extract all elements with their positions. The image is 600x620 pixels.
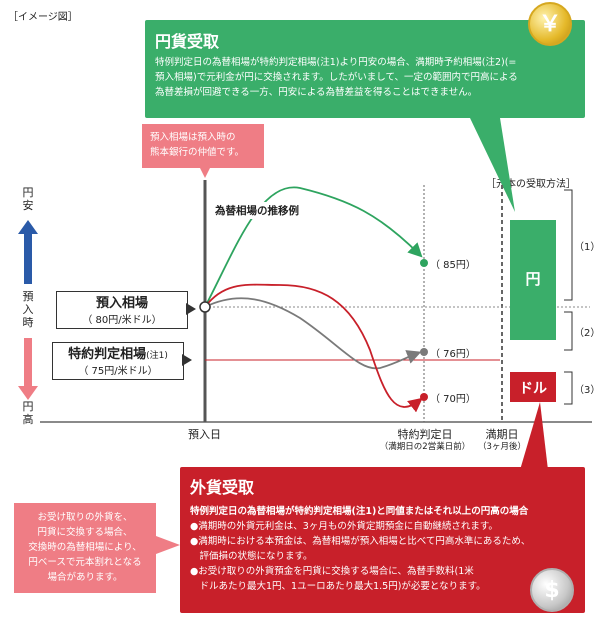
maturity-day-note: （3ヶ月後） <box>478 442 526 452</box>
yen-block-label: 円 <box>525 270 541 288</box>
y-char: 円 <box>22 400 34 413</box>
dollar-coin-icon: $ <box>530 568 574 612</box>
note-line: 円ベースで元本割れとなる <box>28 557 142 568</box>
y-char: 時 <box>22 316 34 329</box>
note-line: 預入相場は預入時の <box>150 132 236 143</box>
judge-day-label: 特約判定日 <box>397 428 453 441</box>
point-70-label: （ 70円） <box>430 394 476 405</box>
bracket-3 <box>564 371 573 405</box>
point-76-label: （ 76円） <box>430 349 476 360</box>
foreign-receipt-line: ●満期時の外貨元利金は、3ヶ月もの外貨定期預金に自動継続されます。 <box>190 521 498 532</box>
point-76 <box>420 348 428 356</box>
bracket-label-1: （1） <box>574 242 600 253</box>
special-rate-value: （ 75円/米ドル） <box>78 366 158 377</box>
bracket-1 <box>564 189 573 301</box>
y-char: 安 <box>22 199 34 212</box>
deposit-rate-box: 預入相場 （ 80円/米ドル） <box>56 291 188 329</box>
special-box-pointer <box>182 354 192 366</box>
y-char: 円 <box>22 186 34 199</box>
red-curve <box>204 283 423 413</box>
start-point <box>199 301 211 313</box>
yen-receipt-title: 円貨受取 <box>155 32 220 51</box>
bracket-2 <box>564 311 573 351</box>
dollar-symbol: $ <box>544 578 560 603</box>
note-line: 熊本銀行の仲値です。 <box>150 147 245 158</box>
deposit-rate-title: 預入相場 <box>95 296 148 311</box>
method-label: ［元本の受取方法］ <box>486 179 576 190</box>
pink-left-pointer <box>156 536 180 554</box>
maturity-day-label: 満期日 <box>485 428 519 441</box>
deposit-rate-value: （ 80円/米ドル） <box>82 315 162 326</box>
yen-symbol: ￥ <box>538 12 561 37</box>
bracket-label-2: （2） <box>574 328 600 339</box>
yen-coin-icon: ￥ <box>528 2 572 46</box>
special-rate-note: (注1) <box>146 351 168 361</box>
foreign-receipt-line: ●お受け取りの外貨預金を円貨に交換する場合に、為替手数料(1米 <box>190 566 474 577</box>
yen-receipt-box: 円貨受取 特例判定日の為替相場が特約判定相場(注1)より円安の場合、満期時予約相… <box>145 20 585 118</box>
special-rate-box: 特約判定相場(注1) （ 75円/米ドル） <box>52 342 184 380</box>
yen-strong-label: 円 高 <box>21 400 35 426</box>
note-line: 交換時の為替相場により、 <box>28 542 142 553</box>
yen-weak-arrow-shaft <box>24 232 32 284</box>
y-char: 入 <box>22 303 34 316</box>
deposit-box-pointer <box>186 303 196 315</box>
y-char: 高 <box>22 413 34 426</box>
yen-block <box>510 220 556 340</box>
foreign-receipt-line: ●満期時における本預金は、為替相場が預入相場と比べて円高水準にあるため、 <box>190 536 531 547</box>
yen-receipt-line: 預入相場)で元利金が円に交換されます。したがいまして、一定の範囲内で円高による <box>155 72 518 83</box>
deposit-time-label: 預 入 時 <box>21 290 35 329</box>
note-line: お受け取りの外貨を、 <box>37 512 133 523</box>
yen-weak-arrow-head <box>18 220 38 234</box>
judge-day-note: （満期日の2営業日前） <box>379 442 471 452</box>
y-char: 預 <box>22 290 34 303</box>
yen-receipt-line: 特例判定日の為替相場が特約判定相場(注1)より円安の場合、満期時予約相場(注2)… <box>155 57 517 68</box>
red-pointer <box>520 402 548 470</box>
foreign-receipt-lead: 特例判定日の為替相場が特約判定相場(注1)と同値またはそれ以上の円高の場合 <box>190 506 529 517</box>
note-line: 円貨に交換する場合、 <box>37 527 133 538</box>
yen-receipt-body: 特例判定日の為替相場が特約判定相場(注1)より円安の場合、満期時予約相場(注2)… <box>155 55 575 100</box>
foreign-receipt-title: 外貨受取 <box>190 478 255 497</box>
chart-title: 為替相場の推移例 <box>213 202 301 219</box>
point-85-label: （ 85円） <box>430 260 476 271</box>
green-pointer <box>470 118 515 212</box>
dollar-block <box>510 372 556 402</box>
foreign-receipt-line: 評価損の状態になります。 <box>190 551 313 562</box>
gray-curve <box>204 297 422 370</box>
yen-strong-arrow-shaft <box>24 338 32 388</box>
special-rate-title-text: 特約判定相場 <box>68 347 147 362</box>
foreign-receipt-line: ドルあたり最大1円、1ユーロあたり最大1.5円)が必要となります。 <box>190 581 486 592</box>
bracket-label-3: （3） <box>574 385 600 396</box>
special-rate-title: 特約判定相場(注1) <box>53 343 183 362</box>
green-curve <box>204 186 423 308</box>
dollar-block-label: ドル <box>519 381 547 397</box>
yen-strong-arrow-head <box>18 386 38 400</box>
note-pointer <box>200 168 210 178</box>
foreign-receipt-body: 特例判定日の為替相場が特約判定相場(注1)と同値またはそれ以上の円高の場合 ●満… <box>190 504 575 594</box>
yen-receipt-line: 為替差損が回避できる一方、円安による為替差益を得ることはできません。 <box>155 87 478 98</box>
yen-weak-label: 円 安 <box>21 186 35 212</box>
note-line: 場合があります。 <box>47 572 123 583</box>
point-70 <box>420 393 428 401</box>
image-label: ［イメージ図］ <box>8 12 78 23</box>
deposit-rate-note: 預入相場は預入時の 熊本銀行の仲値です。 <box>142 124 264 168</box>
principal-loss-note: お受け取りの外貨を、 円貨に交換する場合、 交換時の為替相場により、 円ベースで… <box>14 503 156 593</box>
point-85 <box>420 259 428 267</box>
deposit-day-label: 預入日 <box>188 428 221 441</box>
foreign-receipt-box: 外貨受取 特例判定日の為替相場が特約判定相場(注1)と同値またはそれ以上の円高の… <box>180 467 585 613</box>
